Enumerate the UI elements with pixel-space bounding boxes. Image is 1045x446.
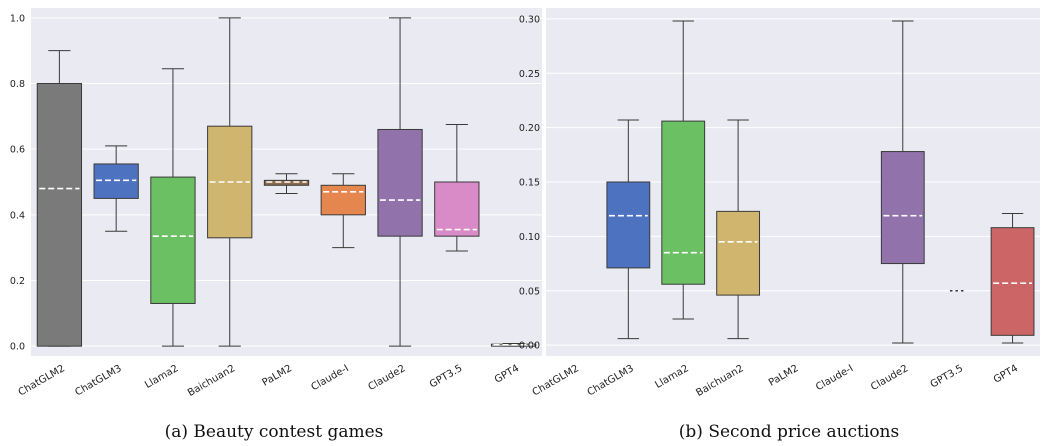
x-tick-label: ChatGLM2: [17, 363, 67, 398]
y-tick-label: 1.0: [10, 13, 25, 24]
y-tick-label: 0.10: [519, 232, 540, 243]
box: [377, 128, 423, 237]
y-tick-label: 0.00: [519, 341, 540, 352]
x-tick-label: GPT4: [992, 363, 1020, 386]
box: [93, 163, 139, 199]
box: [434, 181, 480, 237]
x-tick-label: PaLM2: [261, 363, 294, 389]
y-tick-label: 0.20: [519, 123, 540, 134]
y-tick-label: 0.30: [519, 14, 540, 25]
x-tick-label: Baichuan2: [186, 363, 237, 399]
x-tick-label: Llama2: [143, 363, 180, 391]
y-tick-label: 0.8: [10, 79, 25, 90]
x-tick-label: GPT4: [493, 363, 521, 386]
x-tick-label: GPT3.5: [929, 363, 966, 390]
box: [320, 184, 366, 216]
x-tick-label: PaLM2: [767, 363, 800, 389]
panel-beauty-contest: 0.0 0.2 0.4 0.6 0.8 1.0 ChatGLM2 ChatGLM3 Llama2…: [10, 8, 542, 399]
x-tick-label: ChatGLM3: [73, 363, 123, 398]
box: [661, 120, 706, 285]
x-tick-label: Claude-I: [814, 363, 855, 393]
box: [716, 210, 761, 296]
y-tick-label: 0.15: [519, 178, 540, 189]
box: [36, 83, 83, 347]
x-tick-label: ChatGLM2: [531, 363, 581, 398]
y-tick-label: 0.05: [519, 286, 540, 297]
box: [880, 151, 925, 265]
y-tick-label: 0.0: [10, 342, 25, 353]
x-tick-label: Claude2: [366, 363, 407, 393]
caption-beauty-contest: (a) Beauty contest games: [165, 422, 384, 442]
box: [150, 176, 196, 304]
panel-second-price-auctions: 0.00 0.05 0.10 0.15 0.20 0.25 0.30 ChatGLM2 Chat…: [519, 8, 1040, 399]
box: [606, 181, 651, 269]
x-tick-label: Claude2: [869, 363, 910, 393]
y-tick-label: 0.6: [10, 145, 25, 156]
y-tick-label: 0.2: [10, 276, 25, 287]
x-tick-label: Baichuan2: [694, 363, 745, 399]
caption-second-price-auctions: (b) Second price auctions: [679, 422, 899, 442]
x-tick-label: Claude-I: [310, 363, 351, 393]
x-tick-label: GPT3.5: [428, 363, 465, 390]
y-tick-label: 0.25: [519, 69, 540, 80]
box: [263, 179, 310, 186]
x-tick-label: Llama2: [653, 363, 690, 391]
box: [990, 227, 1035, 336]
y-tick-label: 0.4: [10, 210, 25, 221]
x-tick-label: ChatGLM3: [586, 363, 636, 398]
